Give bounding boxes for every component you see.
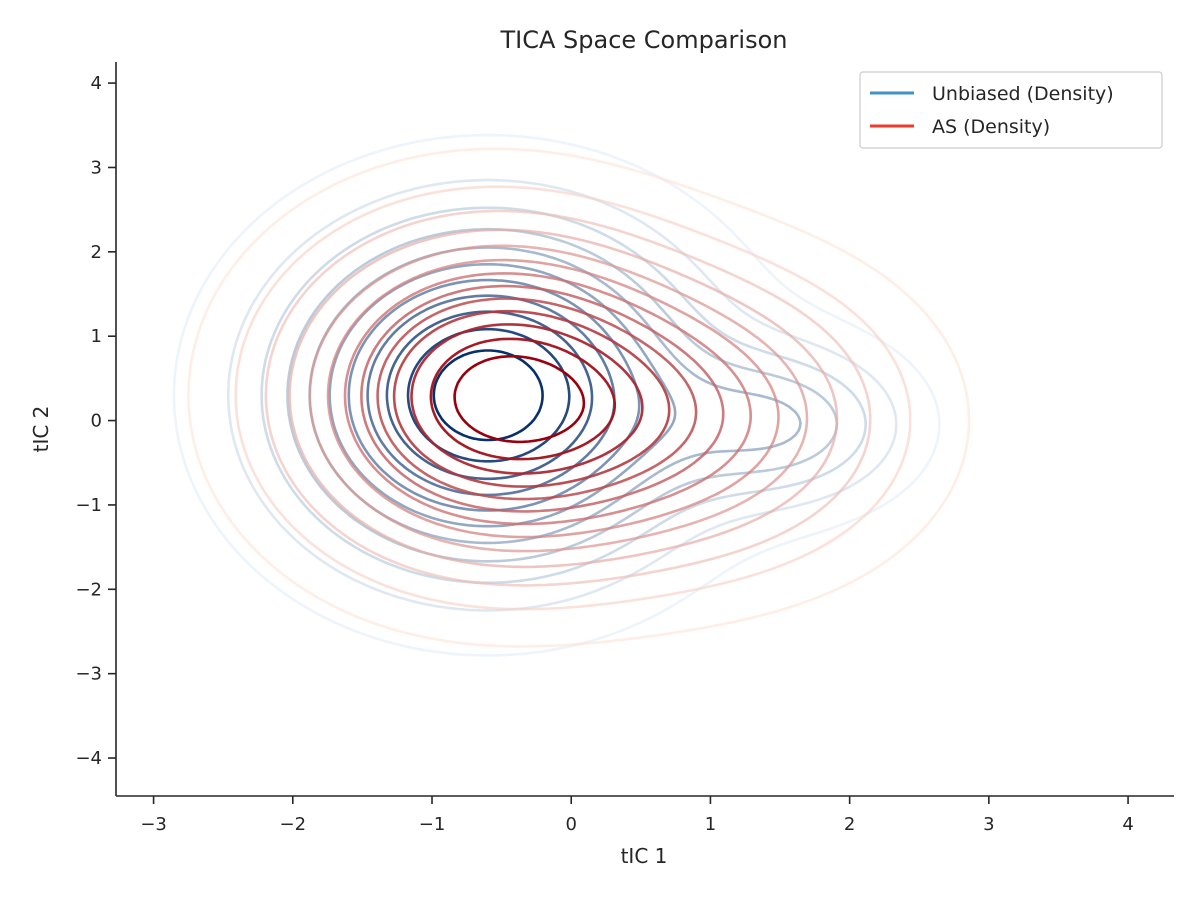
contour-line (264, 209, 872, 587)
contour-series-1 (187, 147, 971, 648)
y-axis-label: tIC 2 (29, 406, 53, 453)
x-tick-label: 4 (1122, 814, 1133, 835)
legend-label-unbiased: Unbiased (Density) (932, 83, 1114, 105)
y-tick-label: 1 (91, 326, 102, 347)
contour-line (308, 244, 809, 553)
x-tick-label: 0 (565, 814, 576, 835)
contour-plot-area (172, 133, 971, 657)
contour-line (226, 178, 898, 612)
contour-line (326, 258, 780, 539)
contour-line (343, 272, 752, 526)
y-tick-label: 3 (91, 157, 102, 178)
contour-line (376, 297, 698, 501)
x-tick-label: 1 (705, 814, 716, 835)
contour-line (432, 349, 544, 442)
contour-line (288, 228, 839, 569)
y-ticks: −4 −3 −2 −1 0 1 2 3 4 (75, 73, 116, 769)
contour-line (429, 337, 616, 461)
y-tick-label: −3 (75, 664, 102, 685)
legend-label-as: AS (Density) (932, 116, 1050, 138)
x-tick-label: 2 (844, 814, 855, 835)
x-ticks: −3 −2 −1 0 1 2 3 4 (140, 796, 1134, 835)
y-tick-label: 0 (91, 411, 102, 432)
x-tick-label: −2 (280, 814, 307, 835)
contour-line (453, 354, 586, 444)
x-axis-label: tIC 1 (621, 844, 668, 868)
contour-line (187, 147, 971, 648)
contour-line (392, 309, 671, 488)
x-tick-label: 3 (983, 814, 994, 835)
legend-box (859, 71, 1163, 149)
y-tick-label: −2 (75, 579, 102, 600)
contour-line (172, 133, 941, 657)
x-tick-label: −3 (140, 814, 167, 835)
x-tick-label: −1 (419, 814, 446, 835)
contour-line (328, 263, 677, 528)
contour-line (234, 185, 912, 611)
contour-line (410, 323, 644, 475)
y-tick-label: −1 (75, 495, 102, 516)
y-tick-label: 2 (91, 242, 102, 263)
y-tick-label: −4 (75, 748, 102, 769)
contour-line (360, 284, 725, 513)
chart-title: TICA Space Comparison (499, 26, 787, 54)
legend: Unbiased (Density) AS (Density) (859, 71, 1163, 149)
y-tick-label: 4 (91, 73, 102, 94)
